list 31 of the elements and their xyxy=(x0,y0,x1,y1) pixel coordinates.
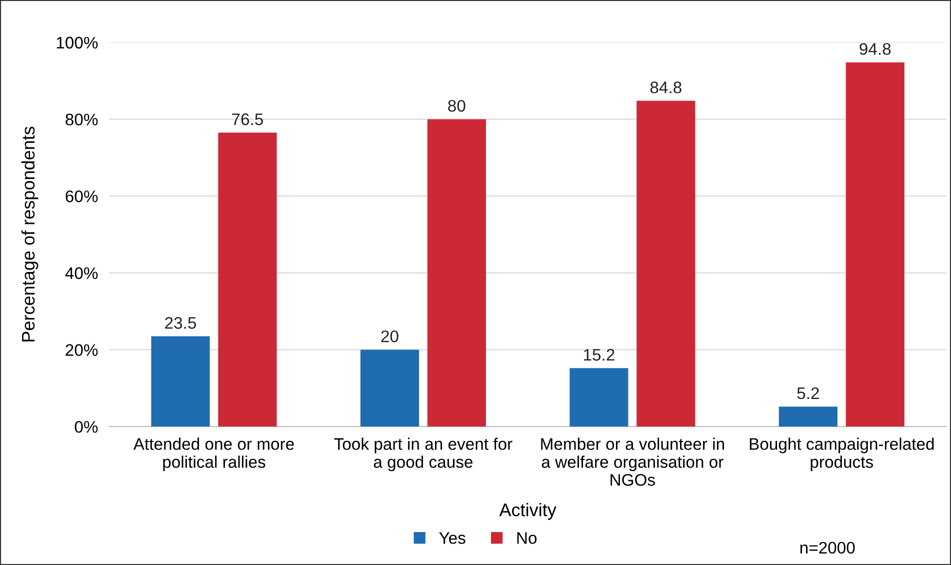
data-label: 80 xyxy=(448,100,466,112)
y-tick-label: 100% xyxy=(56,36,98,49)
data-label: 23.5 xyxy=(165,317,196,329)
y-tick-label: 40% xyxy=(65,267,98,280)
y-tick-label: 0% xyxy=(74,420,98,433)
bar xyxy=(570,368,628,427)
legend-label: Yes xyxy=(439,532,466,544)
bar xyxy=(778,406,838,427)
bar xyxy=(427,119,486,427)
x-tick-label: Attended one or more political rallies xyxy=(133,438,294,472)
bar xyxy=(151,336,210,427)
x-tick-label: Took part in an event for a good cause xyxy=(334,438,512,472)
legend-label: No xyxy=(517,532,537,544)
y-axis-title: Percentage of respondents xyxy=(21,126,38,342)
text: n=2000 xyxy=(800,542,855,554)
y-tick-label: 80% xyxy=(66,114,98,126)
bar xyxy=(636,100,696,427)
y-tick-label: 60% xyxy=(66,190,98,202)
bar xyxy=(360,350,420,427)
x-tick-label: Bought campaign-related products xyxy=(750,438,934,472)
x-tick-label: Member or a volunteer in a welfare organisation or NGOs xyxy=(541,438,724,486)
y-tick-label: 20% xyxy=(66,344,98,356)
data-label: 15.2 xyxy=(584,348,614,361)
data-label: 20 xyxy=(381,330,398,342)
data-label: 84.8 xyxy=(650,82,682,94)
x-axis-title: Activity xyxy=(499,503,556,520)
bar xyxy=(218,132,277,427)
data-label: 5.2 xyxy=(797,387,819,400)
data-label: 76.5 xyxy=(232,113,263,126)
bar xyxy=(846,62,904,427)
data-label: 94.8 xyxy=(860,43,891,55)
